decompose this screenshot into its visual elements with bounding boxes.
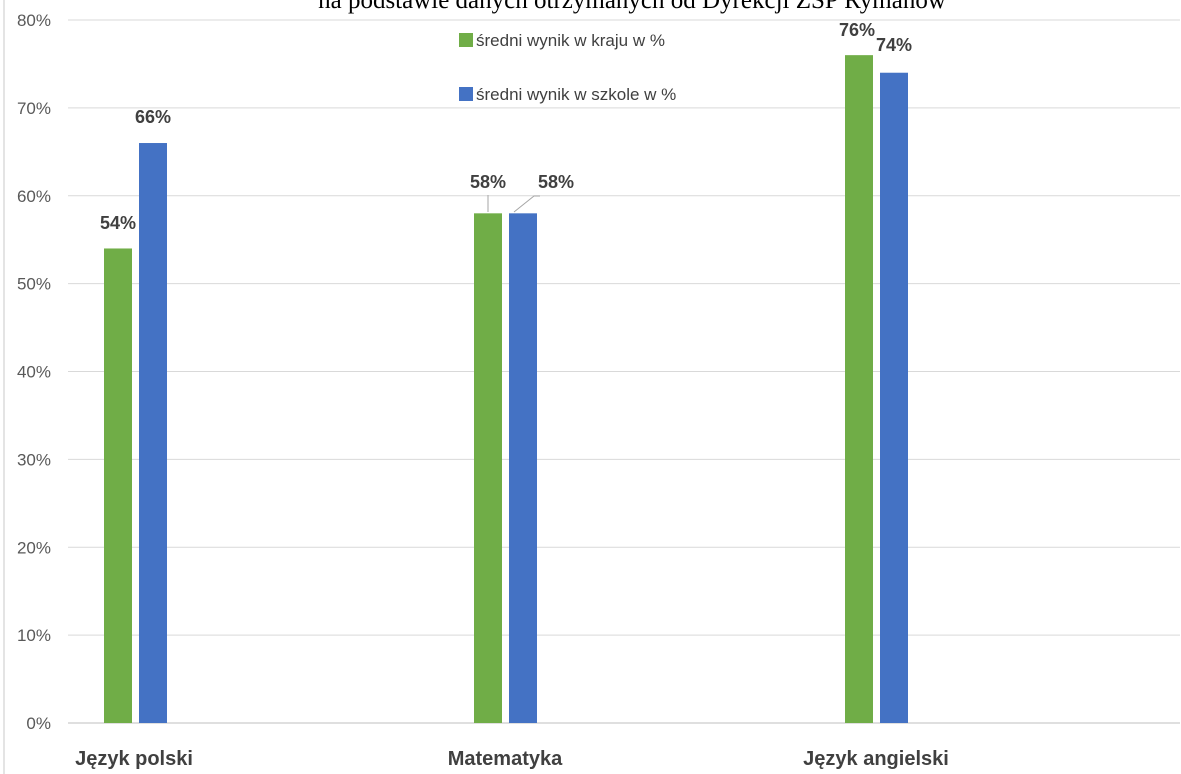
data-label: 54% [100, 213, 136, 233]
legend-swatch [459, 87, 473, 101]
bar [509, 213, 537, 723]
data-label: 58% [538, 172, 574, 192]
y-tick-label: 30% [17, 450, 51, 469]
y-tick-label: 20% [17, 538, 51, 557]
leader-line [513, 195, 540, 213]
y-tick-label: 60% [17, 187, 51, 206]
bar [880, 72, 908, 724]
bar [139, 143, 167, 723]
data-label: 66% [135, 107, 171, 127]
y-tick-label: 80% [17, 11, 51, 30]
x-tick-label: Język angielski [803, 748, 949, 770]
x-tick-label: Matematyka [448, 748, 563, 770]
bar [845, 55, 873, 723]
bar [104, 248, 132, 723]
y-tick-label: 70% [17, 99, 51, 118]
bar [474, 213, 502, 723]
legend-swatch [459, 33, 473, 47]
data-label: 74% [876, 35, 912, 55]
data-label: 76% [839, 20, 875, 40]
data-label: 58% [470, 172, 506, 192]
y-tick-label: 0% [26, 714, 51, 733]
legend-label: średni wynik w szkole w % [476, 85, 676, 104]
y-tick-label: 50% [17, 275, 51, 294]
y-tick-label: 10% [17, 626, 51, 645]
y-tick-label: 40% [17, 363, 51, 382]
chart-title: na podstawie danych otrzymanych od Dyrek… [318, 0, 946, 14]
legend-label: średni wynik w kraju w % [476, 31, 665, 50]
x-tick-label: Język polski [75, 748, 193, 770]
